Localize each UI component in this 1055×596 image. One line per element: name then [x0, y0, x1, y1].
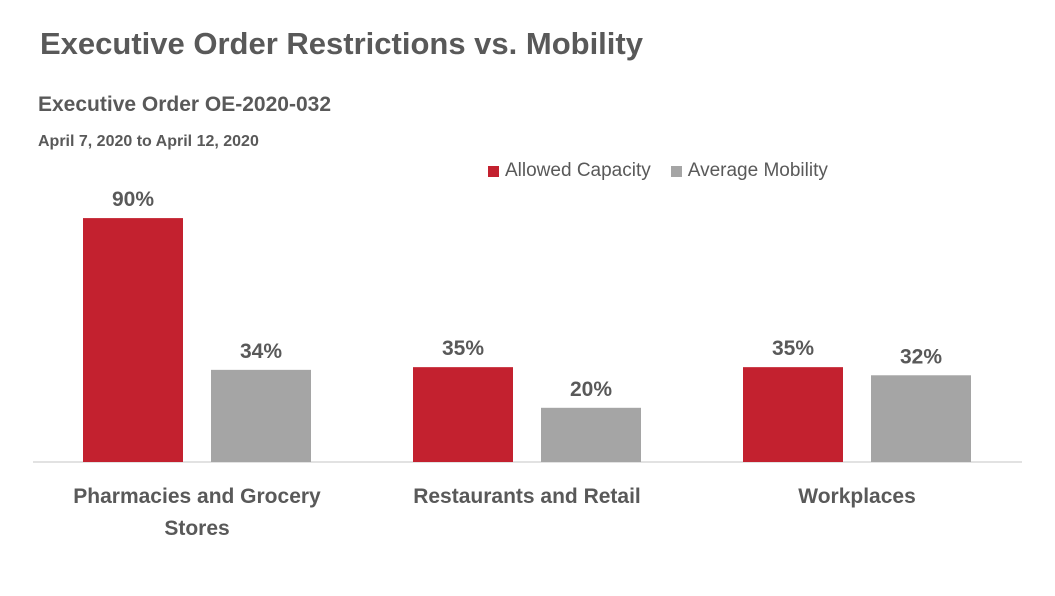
bar-average-mobility-pharmacies-and-grocery-stores — [211, 369, 311, 462]
category-label-line: Restaurants and Retail — [413, 485, 641, 508]
bar-allowed-capacity-restaurants-and-retail — [413, 367, 513, 462]
data-label-average-mobility-restaurants-and-retail: 20% — [570, 378, 612, 401]
chart-legend: Allowed Capacity Average Mobility — [488, 160, 848, 182]
data-label-allowed-capacity-pharmacies-and-grocery-stores: 90% — [112, 188, 154, 211]
category-label-line: Workplaces — [798, 485, 916, 508]
legend-label-allowed-capacity: Allowed Capacity — [505, 160, 651, 181]
legend-swatch-allowed-capacity — [488, 165, 499, 177]
category-label-line: Stores — [164, 517, 229, 540]
legend-item-allowed-capacity: Allowed Capacity — [488, 160, 651, 182]
category-label-line: Pharmacies and Grocery — [73, 485, 321, 508]
bar-average-mobility-workplaces — [871, 375, 971, 462]
category-label-workplaces: Workplaces — [798, 485, 916, 508]
data-label-allowed-capacity-restaurants-and-retail: 35% — [442, 337, 484, 360]
legend-swatch-average-mobility — [670, 165, 682, 177]
legend-label-average-mobility: Average Mobility — [687, 160, 828, 181]
chart-subtitle: Executive Order OE-2020-032 — [38, 93, 331, 116]
category-label-pharmacies-and-grocery-stores: Pharmacies and Grocery Stores — [73, 485, 321, 540]
bar-allowed-capacity-workplaces — [743, 367, 843, 462]
date-range: April 7, 2020 to April 12, 2020 — [38, 133, 259, 150]
data-label-allowed-capacity-workplaces: 35% — [772, 337, 814, 360]
chart-title: Executive Order Restrictions vs. Mobilit… — [40, 26, 643, 61]
data-label-average-mobility-workplaces: 32% — [900, 345, 942, 368]
bar-average-mobility-restaurants-and-retail — [541, 407, 641, 462]
data-label-average-mobility-pharmacies-and-grocery-stores: 34% — [240, 340, 282, 363]
legend-item-average-mobility: Average Mobility — [670, 160, 828, 182]
category-label-restaurants-and-retail: Restaurants and Retail — [413, 485, 641, 508]
bar-allowed-capacity-pharmacies-and-grocery-stores — [83, 218, 183, 462]
